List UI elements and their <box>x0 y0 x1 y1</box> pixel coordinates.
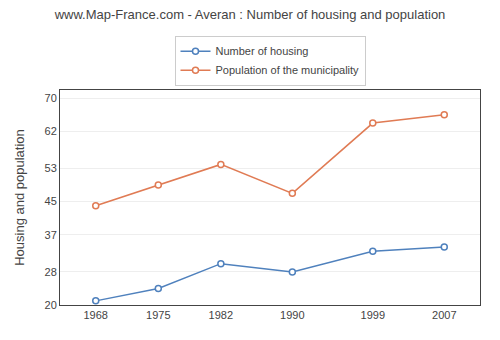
svg-text:70: 70 <box>45 92 57 104</box>
svg-text:Number of housing: Number of housing <box>216 45 309 57</box>
svg-text:1982: 1982 <box>209 309 233 321</box>
svg-text:www.Map-France.com - Averan :: www.Map-France.com - Averan : Number of … <box>54 7 446 22</box>
svg-text:Population of the municipality: Population of the municipality <box>216 64 360 76</box>
svg-text:37: 37 <box>45 229 57 241</box>
svg-text:28: 28 <box>45 266 57 278</box>
svg-text:62: 62 <box>45 125 57 137</box>
svg-text:1999: 1999 <box>361 309 385 321</box>
svg-text:1990: 1990 <box>280 309 304 321</box>
svg-text:20: 20 <box>45 299 57 311</box>
svg-text:Housing and population: Housing and population <box>12 129 27 266</box>
svg-text:1968: 1968 <box>83 309 107 321</box>
svg-text:2007: 2007 <box>432 309 456 321</box>
svg-text:1975: 1975 <box>146 309 170 321</box>
svg-text:53: 53 <box>45 162 57 174</box>
svg-text:45: 45 <box>45 195 57 207</box>
